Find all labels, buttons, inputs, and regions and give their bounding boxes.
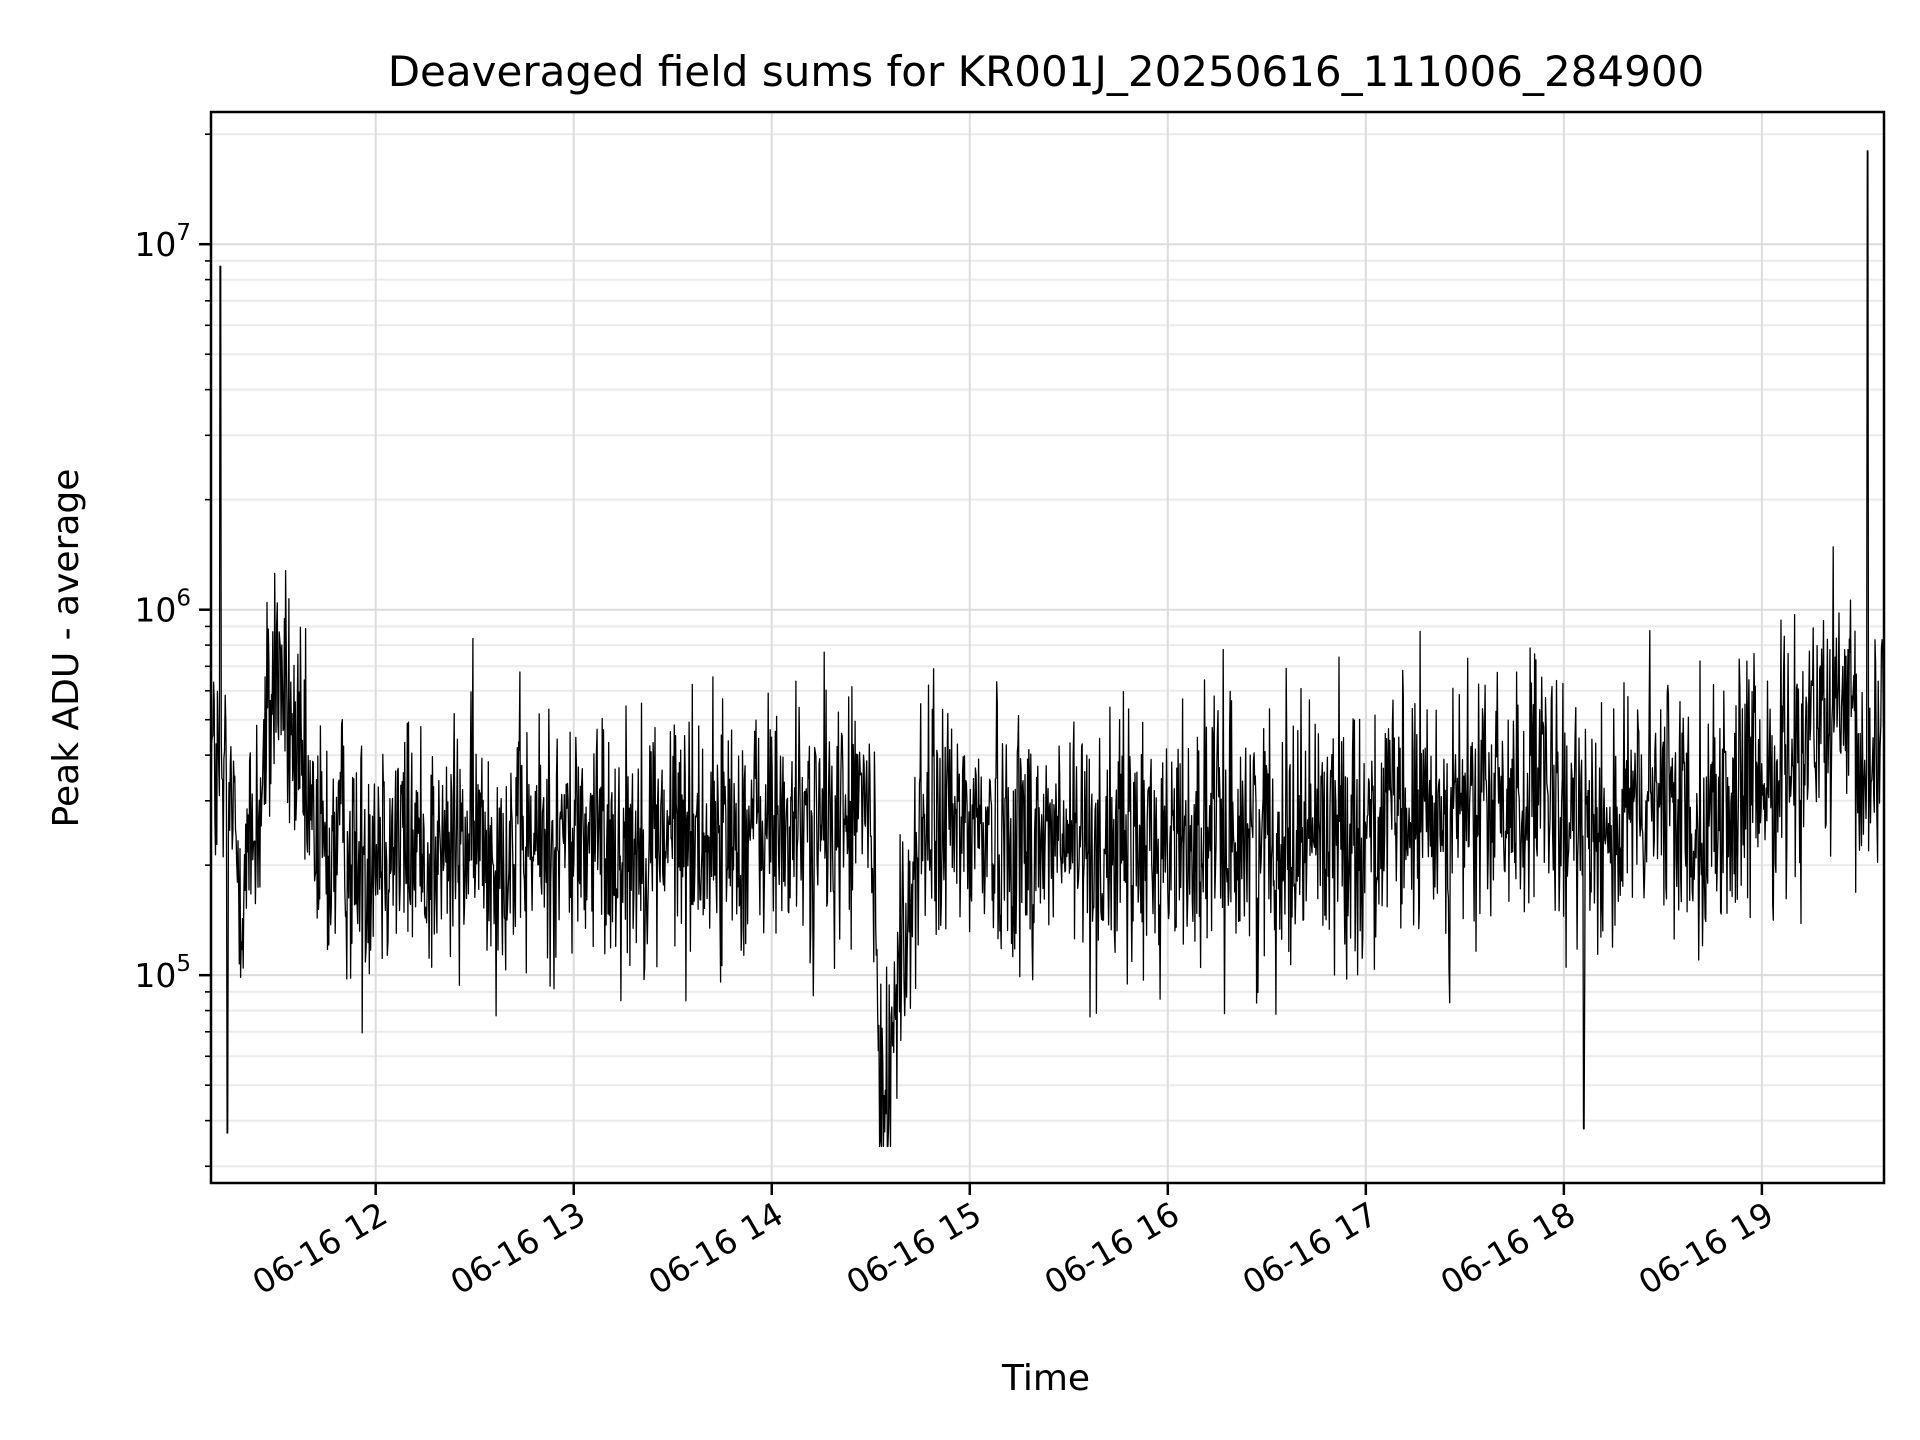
x-tick-label: 06-16 18 [1434, 1194, 1582, 1302]
chart-title: Deaveraged field sums for KR001J_2025061… [388, 47, 1705, 96]
y-tick-label: 105 [134, 951, 191, 995]
x-tick-label: 06-16 19 [1632, 1194, 1780, 1302]
series-line [210, 150, 1885, 1148]
x-tick-label: 06-16 16 [1038, 1194, 1186, 1302]
x-tick-label: 06-16 15 [840, 1194, 988, 1302]
x-tick-label: 06-16 13 [444, 1194, 592, 1302]
x-tick-label: 06-16 17 [1236, 1194, 1384, 1302]
y-tick-label: 106 [134, 586, 191, 630]
x-tick-label: 06-16 12 [246, 1194, 394, 1302]
plot-area [210, 150, 1885, 1148]
x-axis-label: Time [1001, 1358, 1090, 1399]
y-tick-label: 107 [134, 220, 191, 264]
y-axis: 105 106 107 [134, 133, 211, 1168]
grid [211, 112, 1884, 1183]
x-axis: 06-16 12 06-16 13 06-16 14 06-16 15 06-16 16… [246, 1183, 1780, 1302]
x-tick-label: 06-16 14 [642, 1194, 790, 1302]
plot-frame [209, 110, 1886, 1185]
y-axis-label: Peak ADU - average [46, 469, 87, 828]
